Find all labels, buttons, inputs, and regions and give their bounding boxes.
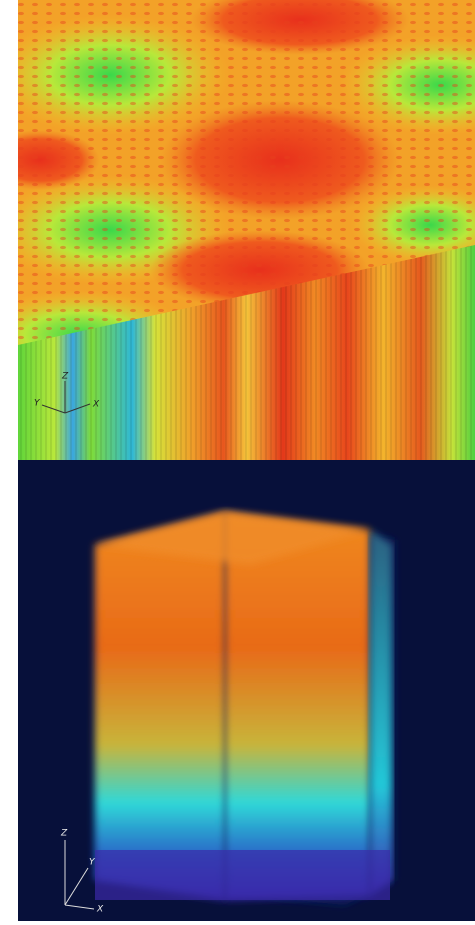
axis-label: X [92, 400, 100, 410]
axis-label: X [96, 905, 104, 915]
axis-label: Z [61, 372, 69, 382]
page: Z Y X Z Y X (() => { const data = JSON.p… [0, 0, 475, 921]
axis-label: Z [60, 829, 68, 839]
top-panel [0, 0, 475, 460]
bottom-panel [18, 460, 475, 921]
visualization: Z Y X Z Y X [0, 0, 475, 921]
